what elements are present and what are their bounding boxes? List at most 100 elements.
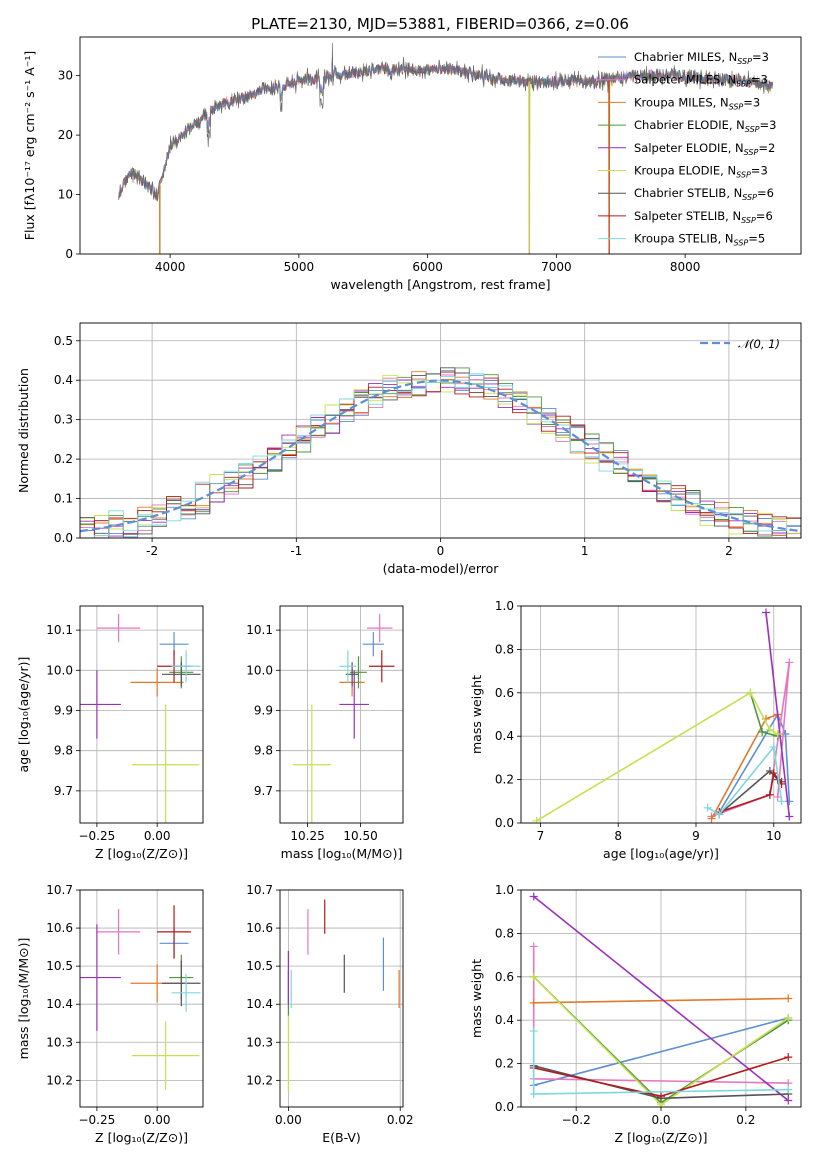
mass-weight-marker <box>657 1092 665 1101</box>
legend-nssp-prefix: , N <box>726 186 742 200</box>
axes-frame <box>79 36 802 255</box>
plot-area <box>532 608 794 823</box>
mass-weight-line <box>718 712 791 813</box>
legend-nssp-sub: SSP <box>737 57 752 66</box>
mass-weight-marker <box>762 608 770 617</box>
legend-nssp-eq: = <box>760 118 770 132</box>
mass-weight-marker <box>703 803 712 812</box>
legend-nssp-eq: = <box>751 73 761 87</box>
plot-area <box>292 614 395 823</box>
mass-weight-marker <box>769 769 778 778</box>
axes-frame <box>279 889 404 1108</box>
x-tick-label: 0.00 <box>144 829 171 843</box>
y-axis-label: age [log₁₀(age/yr)] <box>16 657 31 773</box>
y-tick-label: 10.0 <box>46 663 73 677</box>
mass-weight-marker <box>707 814 716 823</box>
legend-nssp-value: 5 <box>758 232 765 246</box>
legend-nssp-prefix: , N <box>713 95 729 109</box>
x-tick-label: 0.00 <box>144 1113 171 1127</box>
x-axis-label: Z [log₁₀(Z/Z⊙)] <box>615 1130 708 1145</box>
plot-area <box>80 905 201 1090</box>
legend-nssp-value: 3 <box>753 95 760 109</box>
x-tick-label: 0.02 <box>387 1113 414 1127</box>
mass-weight-marker <box>765 790 774 799</box>
y-tick-label: 9.7 <box>54 784 73 798</box>
legend-nssp-sub: SSP <box>745 125 760 134</box>
y-tick-label: 0.3 <box>54 413 73 427</box>
mass-weight-marker <box>529 942 538 951</box>
x-tick-label: 0 <box>437 544 445 558</box>
legend-model-name: Salpeter STELIB <box>634 209 725 223</box>
mass-weight-marker <box>529 1027 538 1036</box>
residual-histogram-step <box>80 373 801 538</box>
legend-nssp-value: 3 <box>760 164 767 178</box>
y-axis-label: Normed distribution <box>16 368 31 493</box>
legend-nssp-prefix: , N <box>718 232 734 246</box>
y-tick-label: 1.0 <box>495 883 514 897</box>
legend-model-name: Chabrier MILES <box>634 50 721 64</box>
axes-frame <box>520 889 802 1108</box>
x-tick-label: −0.25 <box>78 829 115 843</box>
y-tick-label: 10.5 <box>46 959 73 973</box>
legend-entry: Salpeter ELODIE, NSSP=2 <box>634 141 775 157</box>
y-axis-label: mass weight <box>469 959 484 1038</box>
x-tick-label: 0.2 <box>736 1113 755 1127</box>
x-tick-label: 2 <box>725 544 733 558</box>
panel-mass_vs_Z: −0.25 0.00 10.2 10.3 10.4 10.5 10.6 10.7 Z [log₁… <box>16 883 204 1145</box>
mass-weight-marker <box>773 730 782 739</box>
plot-area <box>80 367 801 538</box>
x-tick-label: 5000 <box>284 260 315 274</box>
panel-weight_vs_age: 7 8 9 10 0.0 0.2 0.4 0.6 0.8 1.0 age [log₁₀(age/yr… <box>469 599 802 861</box>
mass-weight-marker <box>785 658 794 667</box>
legend-nssp-eq: = <box>757 186 767 200</box>
legend-nssp-eq: = <box>756 209 766 223</box>
mass-weight-marker <box>777 797 786 806</box>
mass-weight-marker <box>529 892 538 901</box>
x-axis-label: E(B-V) <box>322 1130 361 1145</box>
axes-frame <box>79 322 802 539</box>
x-tick-label: −0.25 <box>78 1113 115 1127</box>
mass-weight-line <box>533 895 789 1102</box>
x-tick-label: 9 <box>692 829 700 843</box>
legend-nssp-sub: SSP <box>729 102 744 111</box>
y-axis-label: Flux [fλ10⁻¹⁷ erg cm⁻² s⁻¹ A⁻¹] <box>22 51 37 240</box>
gaussian-reference-curve <box>80 379 801 533</box>
legend-nssp-sub: SSP <box>736 171 751 180</box>
y-tick-label: 9.9 <box>54 703 73 717</box>
legend-nssp-sub: SSP <box>742 193 757 202</box>
x-axis-label: wavelength [Angstrom, rest frame] <box>330 277 550 292</box>
mass-weight-marker <box>532 816 541 823</box>
x-tick-label: 6000 <box>412 260 443 274</box>
plot-area <box>287 899 400 1092</box>
y-tick-label: 0.5 <box>54 334 73 348</box>
y-tick-label: 30 <box>58 69 73 83</box>
legend-nssp-value: 3 <box>769 118 776 132</box>
x-tick-label: 0.0 <box>651 1113 670 1127</box>
mass-weight-marker <box>784 1053 793 1062</box>
mass-weight-marker <box>715 810 724 819</box>
x-tick-label: 10.25 <box>290 829 324 843</box>
legend-model-name: Kroupa MILES <box>634 95 713 109</box>
gaussian-legend-label: 𝒩(0, 1) <box>738 337 780 351</box>
y-tick-label: 0.2 <box>495 773 514 787</box>
y-tick-label: 10.2 <box>246 1073 273 1087</box>
mass-weight-line <box>707 745 783 816</box>
y-tick-label: 0.8 <box>495 926 514 940</box>
y-tick-label: 1.0 <box>495 599 514 613</box>
y-tick-label: 0.4 <box>495 1013 514 1027</box>
mass-weight-line <box>533 997 789 1004</box>
panel-spectrum: 4000 5000 6000 7000 8000 0 10 20 30 wavelength [A… <box>22 36 802 292</box>
y-tick-label: 10.5 <box>246 959 273 973</box>
y-tick-label: 0.1 <box>54 492 73 506</box>
y-tick-label: 0.0 <box>495 1100 514 1114</box>
legend-nssp-value: 2 <box>768 141 775 155</box>
x-tick-label: 7 <box>537 829 545 843</box>
x-tick-label: 4000 <box>155 260 186 274</box>
x-tick-label: 10 <box>766 829 781 843</box>
mass-weight-marker <box>784 1014 793 1023</box>
mass-weight-marker <box>784 994 793 1003</box>
x-axis-label: (data-model)/error <box>383 561 500 576</box>
y-tick-label: 10.3 <box>46 1035 73 1049</box>
x-axis-label: Z [log₁₀(Z/Z⊙)] <box>95 1130 188 1145</box>
legend-entry: Chabrier MILES, NSSP=3 <box>634 50 769 66</box>
